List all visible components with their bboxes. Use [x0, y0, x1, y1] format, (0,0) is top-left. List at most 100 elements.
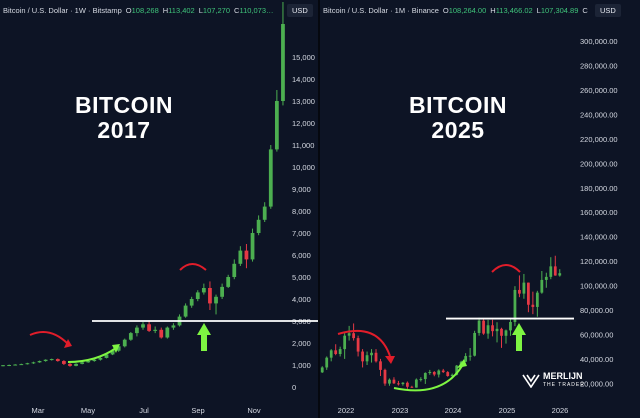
- chart-2017-canvas[interactable]: 01,0002,0003,0004,0005,0006,0007,0008,00…: [0, 0, 318, 418]
- candle-body: [43, 359, 48, 362]
- y-tick-label: 4,000: [292, 295, 311, 304]
- chart-panel-2017[interactable]: 01,0002,0003,0004,0005,0006,0007,0008,00…: [0, 0, 318, 418]
- candle-body: [392, 379, 396, 384]
- candle-body: [370, 352, 373, 356]
- candle-body: [13, 364, 18, 366]
- candle-body: [544, 276, 548, 280]
- candle-body: [405, 382, 409, 387]
- y-tick-label: 160,000.00: [580, 208, 618, 217]
- high-label: H: [490, 5, 496, 15]
- candle-body: [171, 325, 176, 328]
- candle-body: [49, 359, 54, 361]
- candle-body: [558, 273, 562, 276]
- y-tick-label: 5,000: [292, 273, 311, 282]
- candle-body: [128, 333, 133, 340]
- open-value: 108,264.00: [448, 5, 487, 15]
- y-tick-label: 11,000: [292, 141, 314, 150]
- candle-body: [334, 350, 338, 354]
- candle-body: [268, 149, 273, 207]
- y-tick-label: 0: [292, 383, 296, 392]
- candle-body: [401, 382, 405, 385]
- y-tick-label: 300,000.00: [580, 37, 618, 46]
- candle-body: [55, 359, 60, 362]
- candle-body: [491, 325, 494, 332]
- candle-body: [361, 351, 364, 362]
- y-tick-label: 2,000: [292, 339, 311, 348]
- candle-body: [428, 371, 432, 373]
- y-tick-label: 7,000: [292, 229, 311, 238]
- candle-body: [110, 350, 115, 355]
- x-tick-label: Jul: [139, 406, 149, 415]
- candle-body: [256, 219, 261, 233]
- y-tick-label: 20,000.00: [580, 379, 613, 388]
- chart-2025-canvas[interactable]: 20,000.00 40,000.00 60,000.00 80,000.00 100,…: [320, 0, 640, 418]
- green-up-arrow: [197, 323, 211, 351]
- candle-body: [183, 305, 188, 317]
- x-tick-label: 2025: [499, 406, 516, 415]
- y-tick-label: 120,000.00: [580, 257, 618, 266]
- currency-button[interactable]: USD: [595, 4, 621, 17]
- candle-body: [141, 324, 145, 328]
- y-tick-label: 240,000.00: [580, 110, 618, 119]
- candle-body: [1, 365, 5, 367]
- y-tick-label: 80,000.00: [580, 306, 613, 315]
- x-tick-label: May: [81, 406, 95, 415]
- candle-body: [165, 327, 170, 338]
- candle-body: [159, 329, 164, 338]
- candle-body: [419, 379, 423, 381]
- green-curved-arrow: [67, 347, 117, 363]
- logo-name: MERLIJN: [543, 371, 583, 381]
- currency-button[interactable]: USD: [287, 4, 313, 17]
- candle-body: [220, 286, 224, 297]
- chart-panel-2025[interactable]: 20,000.00 40,000.00 60,000.00 80,000.00 100,…: [320, 0, 640, 418]
- green-curved-arrow-head: [457, 359, 467, 368]
- candle-body: [540, 279, 544, 293]
- logo-tagline: THE TRADER: [543, 382, 585, 388]
- candle-body: [250, 233, 255, 260]
- candle-body: [352, 333, 356, 339]
- x-tick-label: 2024: [445, 406, 462, 415]
- candle-body: [486, 325, 490, 334]
- y-tick-label: 9,000: [292, 185, 311, 194]
- low-label: L: [198, 5, 203, 15]
- candle-body: [329, 350, 333, 358]
- overlay-title-line2: 2017: [97, 117, 151, 143]
- red-curved-arrow-head: [64, 339, 72, 348]
- y-tick-label: 260,000.00: [580, 86, 618, 95]
- candle-body: [553, 266, 557, 276]
- candle-body: [464, 356, 468, 362]
- merlijn-logo: MERLIJN THE TRADER: [522, 372, 585, 390]
- y-tick-label: 8,000: [292, 207, 311, 216]
- candle-body: [509, 321, 512, 331]
- y-tick-label: 40,000.00: [580, 355, 613, 364]
- red-top-arc: [179, 263, 207, 271]
- green-up-arrow: [512, 323, 526, 351]
- overlay-title-line1: BITCOIN: [74, 92, 174, 118]
- candle-body: [320, 367, 324, 373]
- close-label: C: [234, 5, 240, 15]
- candle-body: [135, 327, 139, 334]
- chart-2025-header: Bitcoin / U.S. Dollar · 1M · Binance O 10…: [320, 0, 588, 20]
- y-tick-label: 13,000: [292, 97, 315, 106]
- red-curved-arrow: [337, 329, 391, 357]
- y-tick-label: 60,000.00: [580, 330, 613, 339]
- candle-body: [153, 329, 158, 331]
- candle-body: [214, 296, 218, 304]
- candle-body: [238, 250, 243, 264]
- y-tick-label: 140,000.00: [580, 233, 618, 242]
- candle-body: [122, 339, 127, 347]
- high-label: H: [162, 5, 169, 15]
- candle-body: [74, 363, 78, 366]
- candle-body: [356, 338, 360, 352]
- candle-body: [495, 328, 499, 332]
- x-tick-label: Nov: [247, 406, 261, 415]
- candle-body: [423, 372, 427, 380]
- candle-body: [343, 335, 347, 350]
- y-tick-label: 220,000.00: [580, 135, 618, 144]
- panel-divider[interactable]: [318, 0, 320, 418]
- merlijn-logo-icon: [522, 374, 540, 388]
- low-label: L: [536, 5, 541, 15]
- candle-body: [232, 263, 237, 277]
- candle-body: [338, 349, 342, 354]
